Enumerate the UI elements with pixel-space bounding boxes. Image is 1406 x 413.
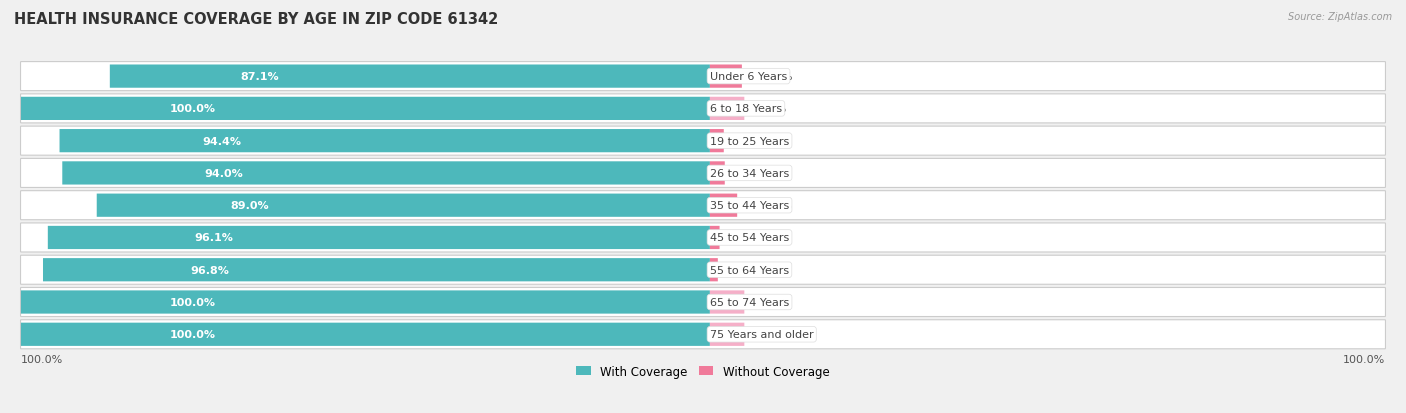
- Text: 26 to 34 Years: 26 to 34 Years: [710, 169, 789, 178]
- Text: 6.0%: 6.0%: [758, 169, 786, 178]
- Text: 89.0%: 89.0%: [231, 201, 270, 211]
- Text: 96.8%: 96.8%: [190, 265, 229, 275]
- FancyBboxPatch shape: [21, 288, 1385, 317]
- Text: 55 to 64 Years: 55 to 64 Years: [710, 265, 789, 275]
- FancyBboxPatch shape: [21, 291, 710, 314]
- FancyBboxPatch shape: [97, 194, 710, 217]
- Text: 6 to 18 Years: 6 to 18 Years: [710, 104, 782, 114]
- Text: 100.0%: 100.0%: [1343, 355, 1385, 365]
- Text: 100.0%: 100.0%: [170, 104, 217, 114]
- FancyBboxPatch shape: [710, 97, 744, 121]
- Text: 5.6%: 5.6%: [758, 136, 786, 146]
- FancyBboxPatch shape: [21, 191, 1385, 220]
- FancyBboxPatch shape: [710, 130, 724, 153]
- FancyBboxPatch shape: [21, 320, 1385, 349]
- Text: 100.0%: 100.0%: [170, 330, 217, 339]
- Text: 0.0%: 0.0%: [758, 330, 786, 339]
- Text: 96.1%: 96.1%: [194, 233, 233, 243]
- Text: Under 6 Years: Under 6 Years: [710, 72, 787, 82]
- Text: 11.0%: 11.0%: [758, 201, 793, 211]
- FancyBboxPatch shape: [21, 127, 1385, 156]
- Text: Source: ZipAtlas.com: Source: ZipAtlas.com: [1288, 12, 1392, 22]
- FancyBboxPatch shape: [59, 130, 710, 153]
- Text: HEALTH INSURANCE COVERAGE BY AGE IN ZIP CODE 61342: HEALTH INSURANCE COVERAGE BY AGE IN ZIP …: [14, 12, 498, 27]
- Text: 45 to 54 Years: 45 to 54 Years: [710, 233, 789, 243]
- FancyBboxPatch shape: [710, 291, 744, 314]
- Text: 75 Years and older: 75 Years and older: [710, 330, 814, 339]
- FancyBboxPatch shape: [21, 159, 1385, 188]
- Text: 0.0%: 0.0%: [758, 297, 786, 307]
- Legend: With Coverage, Without Coverage: With Coverage, Without Coverage: [572, 360, 834, 383]
- FancyBboxPatch shape: [710, 259, 718, 282]
- FancyBboxPatch shape: [710, 65, 742, 88]
- Text: 100.0%: 100.0%: [21, 355, 63, 365]
- FancyBboxPatch shape: [21, 95, 1385, 123]
- Text: 19 to 25 Years: 19 to 25 Years: [710, 136, 789, 146]
- Text: 0.0%: 0.0%: [758, 104, 786, 114]
- FancyBboxPatch shape: [48, 226, 710, 249]
- Text: 65 to 74 Years: 65 to 74 Years: [710, 297, 789, 307]
- FancyBboxPatch shape: [62, 162, 710, 185]
- Text: 100.0%: 100.0%: [170, 297, 217, 307]
- Text: 94.4%: 94.4%: [202, 136, 242, 146]
- Text: 12.9%: 12.9%: [758, 72, 793, 82]
- FancyBboxPatch shape: [21, 97, 710, 121]
- Text: 87.1%: 87.1%: [240, 72, 280, 82]
- FancyBboxPatch shape: [21, 62, 1385, 91]
- FancyBboxPatch shape: [21, 223, 1385, 252]
- FancyBboxPatch shape: [44, 259, 710, 282]
- FancyBboxPatch shape: [110, 65, 710, 88]
- Text: 94.0%: 94.0%: [205, 169, 243, 178]
- FancyBboxPatch shape: [21, 323, 710, 346]
- FancyBboxPatch shape: [710, 226, 720, 249]
- Text: 35 to 44 Years: 35 to 44 Years: [710, 201, 789, 211]
- Text: 3.9%: 3.9%: [758, 233, 786, 243]
- FancyBboxPatch shape: [21, 256, 1385, 285]
- Text: 3.2%: 3.2%: [758, 265, 786, 275]
- FancyBboxPatch shape: [710, 323, 744, 346]
- FancyBboxPatch shape: [710, 162, 724, 185]
- FancyBboxPatch shape: [710, 194, 737, 217]
